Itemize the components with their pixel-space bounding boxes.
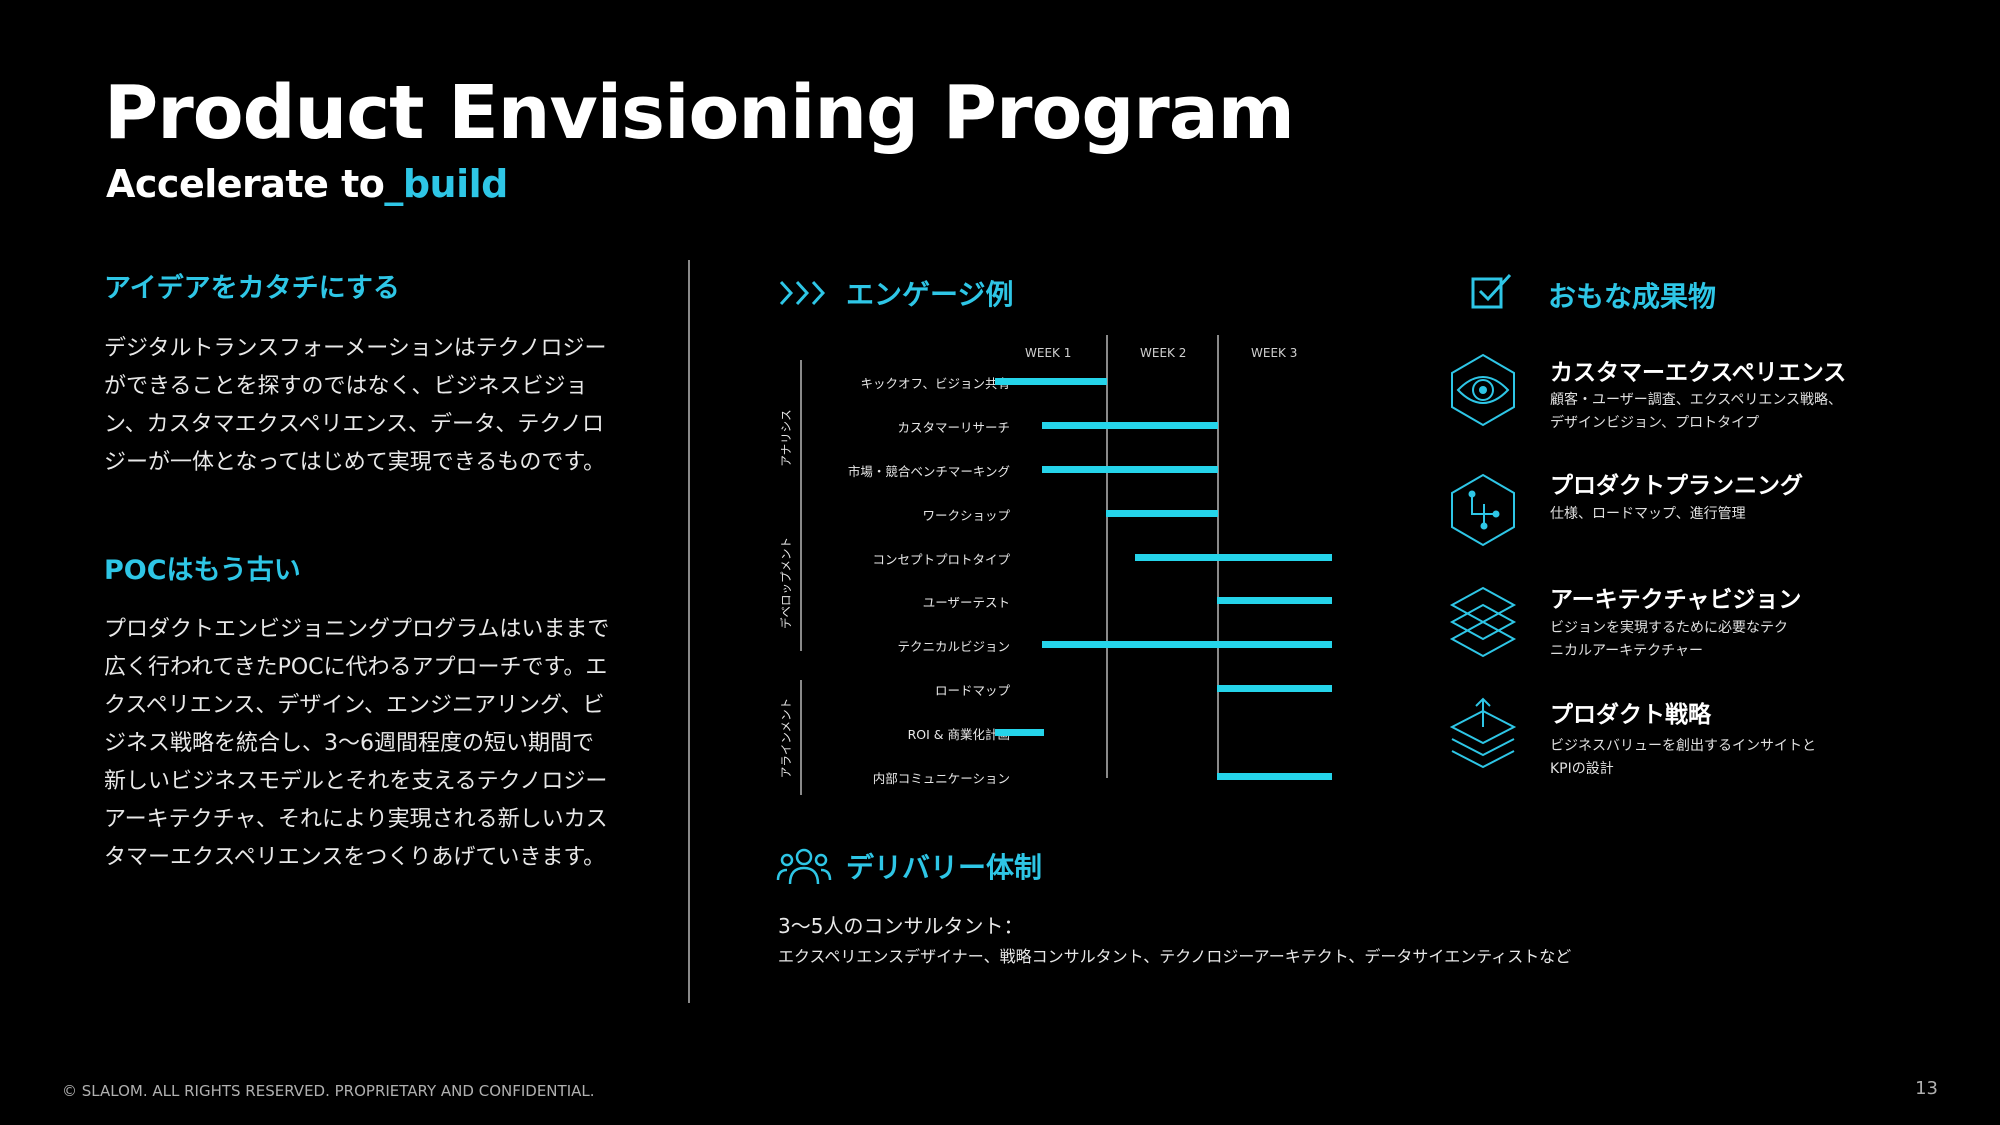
task-bar xyxy=(1217,597,1332,604)
engagement-gantt: WEEK 1 WEEK 2 WEEK 3 アナリシス デベロップメント アライン… xyxy=(750,330,1350,800)
text-line: 広く行われてきたPOCに代わるアプローチです。エ xyxy=(104,655,608,680)
deliverable-desc: ビジョンを実現するために必要なテク ニカルアーキテクチャー xyxy=(1550,617,1788,663)
text-line: ビジネスバリューを創出するインサイトと xyxy=(1550,738,1816,754)
engagement-heading: エンゲージ例 xyxy=(846,278,1014,311)
deliverables-heading: おもな成果物 xyxy=(1548,280,1717,313)
text-line: プロダクトエンビジョニングプログラムはいままで xyxy=(104,617,610,642)
week-label: WEEK 1 xyxy=(1025,346,1072,360)
task-label: カスタマーリサーチ xyxy=(897,420,1010,435)
deliverable-desc: ビジネスバリューを創出するインサイトと KPIの設計 xyxy=(1550,735,1816,781)
eye-hexagon-icon xyxy=(1451,353,1515,427)
text-line: ができることを探すのではなく、ビジネスビジョ xyxy=(104,374,588,399)
text-line: ン、カスタマエクスペリエンス、データ、テクノロ xyxy=(104,412,605,437)
page-number: 13 xyxy=(1915,1078,1938,1099)
task-label: ロードマップ xyxy=(934,683,1010,698)
text-line: デジタルトランスフォーメーションはテクノロジー xyxy=(104,336,607,361)
task-bar xyxy=(1106,510,1218,517)
layers-icon xyxy=(1449,586,1517,658)
week-label: WEEK 3 xyxy=(1251,346,1298,360)
task-bar xyxy=(995,729,1044,736)
task-bar xyxy=(1135,554,1332,561)
column-divider xyxy=(688,260,690,1003)
text-line: KPIの設計 xyxy=(1550,761,1614,777)
team-icon xyxy=(776,848,832,885)
task-label: 市場・競合ベンチマーキング xyxy=(847,464,1010,479)
text-line: 新しいビジネスモデルとそれを支えるテクノロジー xyxy=(104,769,608,794)
text-line: ニカルアーキテクチャー xyxy=(1550,643,1704,659)
delivery-heading: デリバリー体制 xyxy=(846,851,1043,884)
text-line: ビジョンを実現するために必要なテク xyxy=(1550,620,1788,636)
deliverable-title: プロダクトプランニング xyxy=(1550,473,1803,499)
checkbox-icon xyxy=(1471,273,1512,309)
task-label: 内部コミュニケーション xyxy=(872,771,1010,786)
deliverable-title: カスタマーエクスペリエンス xyxy=(1550,360,1847,386)
deliverable-title: プロダクト戦略 xyxy=(1550,702,1711,728)
deliverable-title: アーキテクチャビジョン xyxy=(1550,587,1802,613)
page-subtitle: Accelerate to_build xyxy=(106,162,508,206)
section-heading-poc: POCはもう古い xyxy=(104,555,301,586)
page-title: Product Envisioning Program xyxy=(104,70,1295,156)
phase-bracket xyxy=(800,503,802,651)
task-bar xyxy=(1042,466,1218,473)
phase-bracket xyxy=(800,360,802,508)
section-heading-idea: アイデアをカタチにする xyxy=(104,273,400,304)
stack-arrow-icon xyxy=(1449,697,1517,769)
text-line: ジーが一体となってはじめて実現できるものです。 xyxy=(104,450,606,475)
task-bar xyxy=(1217,685,1332,692)
task-bar xyxy=(1042,641,1332,648)
task-label: ROI & 商業化計画 xyxy=(907,727,1010,742)
text-line: クスペリエンス、デザイン、エンジニアリング、ビ xyxy=(104,693,605,718)
delivery-team-roles: エクスペリエンスデザイナー、戦略コンサルタント、テクノロジーアーキテクト、データ… xyxy=(778,947,1572,966)
phase-bracket xyxy=(800,680,802,795)
subtitle-accent: _build xyxy=(384,162,508,206)
subtitle-main: Accelerate to xyxy=(106,162,385,206)
plan-hexagon-icon xyxy=(1451,473,1515,547)
text-line: ジネス戦略を統合し、3〜6週間程度の短い期間で xyxy=(104,731,594,756)
text-line: アーキテクチャ、それにより実現される新しいカス xyxy=(104,807,608,832)
deliverable-desc: 仕様、ロードマップ、進行管理 xyxy=(1550,503,1746,526)
chevrons-right-icon xyxy=(779,280,826,306)
text-line: 仕様、ロードマップ、進行管理 xyxy=(1550,506,1746,522)
task-label: ユーザーテスト xyxy=(922,595,1010,610)
task-label: キックオフ、ビジョン共有 xyxy=(860,376,1010,391)
section-body-idea: デジタルトランスフォーメーションはテクノロジー ができることを探すのではなく、ビ… xyxy=(104,330,606,482)
copyright-footer: © SLALOM. ALL RIGHTS RESERVED. PROPRIETA… xyxy=(62,1082,595,1100)
task-bar xyxy=(1217,773,1332,780)
task-label: テクニカルビジョン xyxy=(897,639,1010,654)
task-label: ワークショップ xyxy=(922,508,1010,523)
section-body-poc: プロダクトエンビジョニングプログラムはいままで 広く行われてきたPOCに代わるア… xyxy=(104,611,609,877)
week-divider xyxy=(1106,335,1108,778)
task-label: コンセプトプロトタイプ xyxy=(872,552,1010,567)
deliverable-desc: 顧客・ユーザー調査、エクスペリエンス戦略、 デザインビジョン、プロトタイプ xyxy=(1550,389,1842,435)
text-line: デザインビジョン、プロトタイプ xyxy=(1550,415,1760,431)
task-bar xyxy=(1042,422,1218,429)
text-line: タマーエクスペリエンスをつくりあげていきます。 xyxy=(104,845,606,870)
week-label: WEEK 2 xyxy=(1140,346,1187,360)
delivery-team-size: 3〜5人のコンサルタント： xyxy=(778,914,1024,938)
text-line: 顧客・ユーザー調査、エクスペリエンス戦略、 xyxy=(1550,392,1843,408)
task-bar xyxy=(995,378,1107,385)
phase-label: デベロップメント xyxy=(779,537,793,629)
